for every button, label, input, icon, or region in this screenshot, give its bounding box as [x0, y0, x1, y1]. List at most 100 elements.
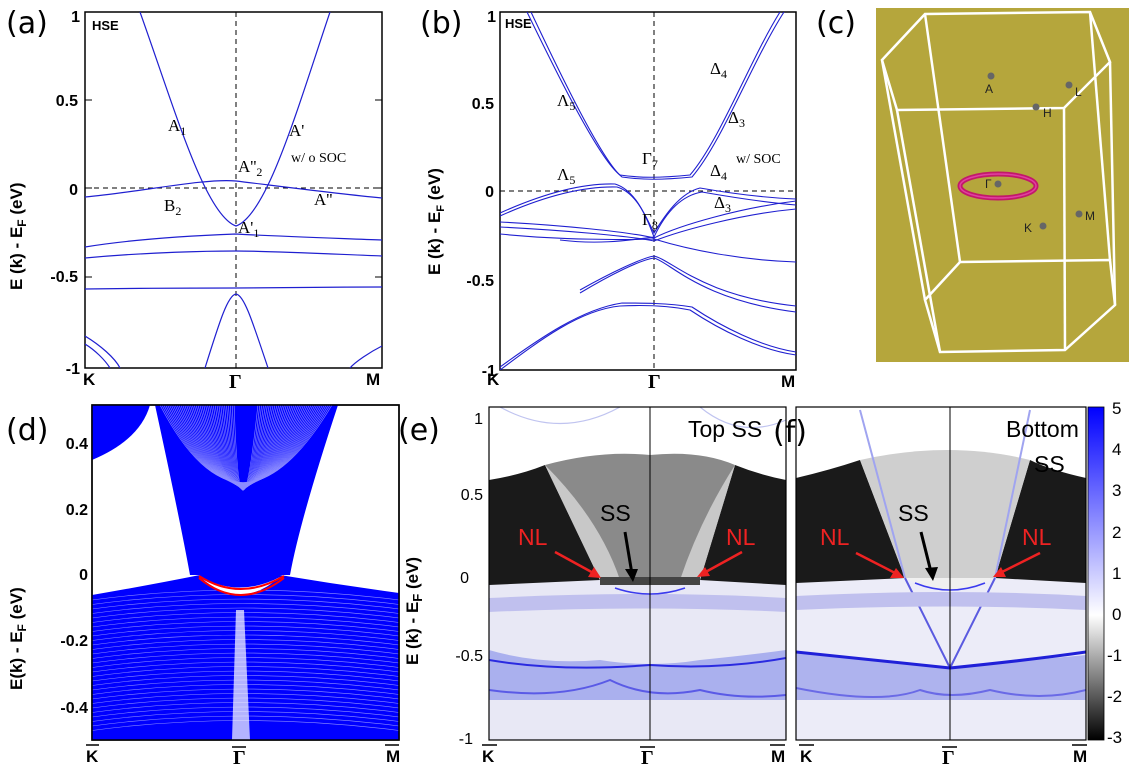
nl-label-left: NL — [518, 524, 548, 550]
colorbar-tick: -2 — [1107, 687, 1122, 706]
bz-point: M — [1085, 209, 1095, 223]
kpoint-label: K — [487, 370, 500, 389]
bz-point: Γ — [985, 177, 992, 191]
colorbar-tick: -3 — [1107, 728, 1122, 747]
nodal-loop-lower — [198, 577, 285, 596]
band-label: A1 — [168, 116, 186, 138]
colorbar-tick: 5 — [1112, 399, 1121, 418]
ytick: -0.5 — [466, 273, 494, 290]
panel-f-kpoints: K Γ M — [800, 747, 1087, 768]
bz-point: H — [1043, 106, 1052, 120]
colorbar-tick: 1 — [1112, 564, 1121, 583]
kpoint-label: Γ — [641, 747, 654, 768]
panel-a-soc-note: w/ o SOC — [291, 151, 346, 166]
kpoint-label: M — [386, 747, 400, 766]
panel-f-frame — [795, 406, 1087, 741]
panel-a-method: HSE — [92, 18, 119, 33]
nl-label-right: NL — [1022, 524, 1052, 550]
ytick: -1 — [482, 363, 496, 380]
kpoint-label: Γ — [942, 747, 955, 768]
colorbar-tick: 3 — [1112, 481, 1121, 500]
panel-d: (d) 0.4 0.2 0 -0.2 -0.4 E(k) - EF (eV) K… — [6, 404, 400, 768]
panel-f-label: (f) — [773, 415, 807, 450]
slab-band-line — [192, 405, 300, 486]
panel-e-kpoints: K Γ M — [482, 747, 785, 768]
ytick: 1 — [474, 411, 483, 428]
slab-band-line — [167, 405, 325, 484]
bz-point-labels: A L H Γ K M — [985, 82, 1095, 235]
panel-a-label: (a) — [6, 6, 48, 41]
panel-d-bands — [92, 405, 399, 740]
kpoint-label: M — [366, 370, 380, 389]
bz-point: A — [985, 82, 993, 96]
panel-e-frame — [488, 406, 787, 741]
ytick: 0.5 — [472, 96, 494, 113]
slab-band-line — [186, 405, 306, 486]
kpoint-label: M — [771, 747, 785, 766]
slab-band-line — [195, 405, 297, 487]
panel-e-annotations: NL NL SS — [518, 500, 756, 582]
kpoint-label: K — [482, 747, 495, 766]
panel-e: (e) Top SS 1 0.5 0 -0.5 -1 E (k) - EF (e… — [398, 406, 787, 768]
panel-c: (c) A L H Γ K M — [816, 6, 1129, 362]
ytick: -0.5 — [455, 648, 483, 665]
kpoint-label: M — [1073, 747, 1087, 766]
panel-b-method: HSE — [505, 16, 532, 31]
ytick: 0.5 — [461, 487, 483, 504]
ytick: 1 — [487, 9, 496, 26]
kpoint-label: K — [86, 747, 99, 766]
ss-label: SS — [898, 500, 929, 526]
panel-b-label: (b) — [420, 6, 462, 41]
panel-a-bands — [85, 12, 382, 368]
band-label: Δ3 — [714, 193, 731, 215]
nl-label-left: NL — [820, 524, 850, 550]
panel-a-frame — [84, 11, 383, 369]
band-label: Δ4 — [710, 161, 727, 183]
slab-band-line — [178, 405, 314, 485]
slab-band-line — [92, 603, 399, 614]
panel-a-ylabel: E (k) - EF (eV) — [7, 183, 29, 290]
panel-c-background — [876, 8, 1129, 362]
panel-f-heatmap — [796, 407, 1086, 740]
ytick: 0 — [460, 570, 469, 587]
colorbar-tick: 0 — [1112, 605, 1121, 624]
ytick: 0.4 — [66, 436, 88, 453]
panel-f-title-line1: Bottom — [1006, 416, 1079, 442]
brillouin-zone — [880, 10, 1117, 354]
slab-band-line — [92, 607, 399, 619]
slab-band-line — [182, 405, 310, 485]
slab-band-line — [92, 598, 399, 610]
panel-f-title-line2: SS — [1034, 451, 1065, 477]
kpoint-label: K — [83, 370, 96, 389]
ytick: 0 — [485, 184, 494, 201]
slab-band-line — [180, 405, 312, 485]
colorbar-ticks: 5 4 3 2 1 0 -1 -2 -3 — [1107, 399, 1122, 747]
panel-b-soc-note: w/ SOC — [736, 152, 781, 167]
slab-band-line — [190, 405, 302, 486]
ytick: -0.4 — [60, 700, 88, 717]
panel-d-kpoints: K Γ M — [86, 747, 400, 768]
band-label: Γ8 — [642, 210, 658, 232]
slab-band-line — [188, 405, 304, 486]
kpoint-label: Γ — [648, 371, 661, 393]
panel-d-yticks: 0.4 0.2 0 -0.2 -0.4 — [60, 436, 88, 717]
slab-band-line — [233, 405, 259, 491]
ytick: -0.5 — [50, 269, 78, 286]
ytick: 0.2 — [66, 502, 88, 519]
colorbar-gradient — [1087, 406, 1105, 741]
band-label: Δ4 — [710, 59, 727, 81]
colorbar-tick: -1 — [1107, 646, 1122, 665]
slab-band-line — [165, 405, 327, 484]
ytick: 0 — [79, 567, 88, 584]
colorbar-tick: 2 — [1112, 523, 1121, 542]
nl-label-right: NL — [726, 524, 756, 550]
ytick: -1 — [66, 361, 80, 378]
panel-a: (a) HSE 1 0.5 0 -0.5 -1 E (k) - EF (eV) — [6, 6, 383, 393]
panel-d-label: (d) — [6, 413, 48, 448]
band-label: Γ7 — [642, 149, 658, 171]
band-label: Δ3 — [728, 108, 745, 130]
colorbar: 5 4 3 2 1 0 -1 -2 -3 — [1087, 399, 1122, 747]
band-label: Λ5 — [557, 91, 575, 113]
colorbar-tick: 4 — [1112, 440, 1121, 459]
